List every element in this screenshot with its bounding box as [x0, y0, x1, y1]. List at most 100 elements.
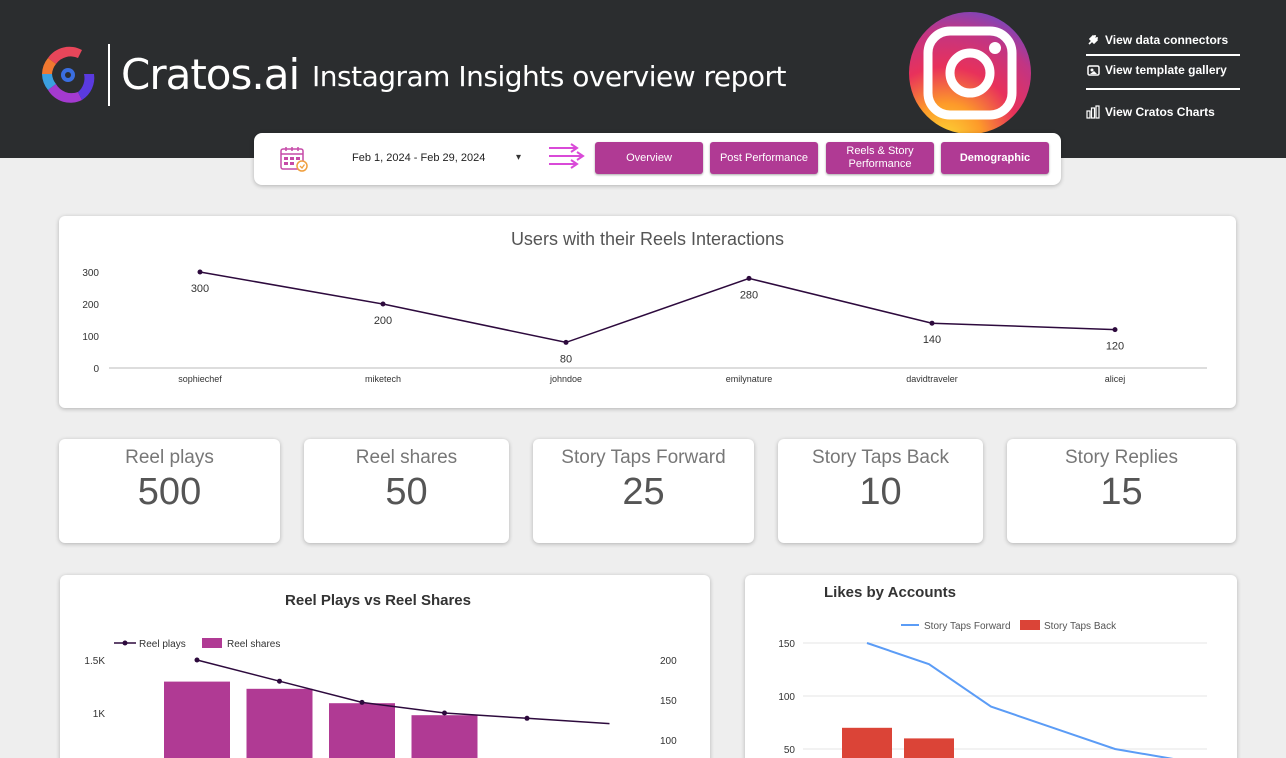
x-tick-label: miketech [365, 374, 401, 384]
kpi-value: 25 [622, 471, 665, 513]
kpi-value: 15 [1100, 471, 1143, 513]
reels-interactions-chart: 0 100 200 300 300 sophiechef 200 miketech 80 john… [82, 268, 1207, 384]
nav-demographic-label: Demographic [959, 151, 1031, 164]
nav-reels-story-performance-button[interactable]: Reels & Story Performance [826, 142, 934, 174]
data-point [359, 699, 365, 705]
data-label: 300 [191, 283, 209, 295]
plug-icon [1086, 33, 1100, 47]
logo-text: Cratos.ai [121, 50, 300, 99]
bar-reel-shares [246, 688, 313, 758]
header: Cratos.ai Instagram Insights overview re… [0, 0, 1286, 158]
bar-chart-icon [1086, 105, 1100, 119]
calendar-icon[interactable] [280, 146, 308, 172]
legend-bar-swatch [202, 638, 222, 648]
series-line-reel-plays [196, 659, 610, 725]
nav-reels-story-line2: Performance [848, 158, 912, 170]
bar-reel-shares [329, 703, 395, 758]
likes-by-accounts-title: Likes by Accounts [824, 584, 956, 601]
legend-label: Reel shares [227, 639, 280, 650]
kpi-value: 500 [137, 471, 202, 513]
data-point [563, 339, 569, 345]
data-label: 120 [1106, 341, 1124, 353]
data-point [442, 710, 447, 716]
kpi-value: 50 [385, 471, 428, 513]
data-point [277, 678, 282, 684]
y-tick-label: 200 [82, 300, 99, 311]
y-tick-label-right: 100 [660, 736, 677, 747]
y-tick-label: 100 [82, 332, 99, 343]
data-point [197, 269, 203, 275]
data-point [194, 657, 200, 663]
reels-interactions-card: Users with their Reels Interactions 0 100… [59, 216, 1236, 408]
header-links: View data connectors View template galle… [1086, 26, 1240, 126]
view-template-gallery-label: View template gallery [1105, 63, 1227, 77]
y-tick-label-left: 1K [93, 709, 106, 720]
view-data-connectors-label: View data connectors [1105, 33, 1229, 47]
legend-label: Story Taps Back [1044, 621, 1117, 632]
caret-down-icon[interactable]: ▾ [516, 152, 522, 163]
gallery-icon [1086, 63, 1100, 77]
nav-post-performance-button[interactable]: Post Performance [710, 142, 818, 174]
kpi-label: Story Replies [1065, 447, 1178, 468]
x-tick-label: sophiechef [178, 374, 222, 384]
bar-story-taps-back [842, 727, 892, 758]
data-point [746, 275, 752, 281]
reel-plays-vs-shares-chart: Reel plays Reel shares 1.5K 1K 200 150 100 [84, 638, 677, 758]
y-tick-label: 150 [778, 639, 795, 650]
kpi-label: Reel plays [125, 447, 214, 468]
view-cratos-charts-label: View Cratos Charts [1105, 105, 1215, 119]
view-cratos-charts-link[interactable]: View Cratos Charts [1086, 98, 1240, 126]
data-point [929, 320, 935, 326]
kpi-story-taps-forward: Story Taps Forward 25 [533, 439, 754, 543]
reels-interactions-title: Users with their Reels Interactions [510, 229, 785, 249]
view-data-connectors-link[interactable]: View data connectors [1086, 26, 1240, 54]
data-point [380, 301, 386, 307]
nav-overview-button[interactable]: Overview [595, 142, 703, 174]
legend-bar-swatch [1020, 620, 1040, 630]
report-title: Instagram Insights overview report [312, 60, 787, 93]
instagram-logo-icon [909, 12, 1031, 134]
legend-label: Story Taps Forward [924, 621, 1011, 632]
series-line-reels-interactions [199, 271, 1116, 344]
kpi-label: Story Taps Back [812, 447, 949, 468]
kpi-reel-shares: Reel shares 50 [304, 439, 509, 543]
y-tick-label-left: 1.5K [84, 656, 105, 667]
data-label: 80 [560, 353, 572, 365]
y-tick-label: 300 [82, 268, 99, 279]
y-tick-label-right: 150 [660, 696, 677, 707]
series-line-story-taps-forward [866, 642, 1174, 758]
legend-point-swatch [122, 640, 128, 646]
logo-divider [108, 44, 110, 106]
view-template-gallery-link[interactable]: View template gallery [1086, 56, 1240, 84]
arrows-right-icon [549, 143, 585, 169]
header-link-divider [1086, 54, 1240, 56]
x-tick-label: emilynature [726, 374, 773, 384]
x-tick-label: johndoe [549, 374, 582, 384]
data-point [1112, 327, 1118, 333]
y-tick-label: 0 [93, 364, 99, 375]
header-link-divider [1086, 88, 1240, 90]
kpi-label: Reel shares [355, 447, 458, 468]
reel-plays-vs-shares-title: Reel Plays vs Reel Shares [285, 592, 471, 609]
control-bar: Feb 1, 2024 - Feb 29, 2024 ▾ Overview Po… [254, 133, 1061, 185]
y-tick-label-right: 200 [660, 656, 677, 667]
nav-reels-story-line1: Reels & Story [846, 145, 914, 157]
nav-overview-label: Overview [626, 151, 672, 164]
y-tick-label: 50 [784, 745, 796, 756]
kpi-reel-plays: Reel plays 500 [59, 439, 280, 543]
legend-label: Reel plays [139, 639, 186, 650]
cratos-logo-icon [42, 46, 95, 103]
data-label: 140 [923, 334, 941, 346]
date-range-selector[interactable]: Feb 1, 2024 - Feb 29, 2024 [352, 152, 486, 164]
data-point [524, 715, 530, 721]
likes-by-accounts-chart: Story Taps Forward Story Taps Back 150 100 5… [778, 620, 1207, 758]
bar-reel-shares [164, 681, 230, 758]
kpi-value: 10 [859, 471, 902, 513]
kpi-label: Story Taps Forward [561, 447, 726, 468]
nav-demographic-button[interactable]: Demographic [941, 142, 1049, 174]
data-label: 280 [740, 289, 758, 301]
data-label: 200 [374, 315, 392, 327]
bar-story-taps-back [904, 738, 954, 758]
y-tick-label: 100 [778, 692, 795, 703]
reel-plays-vs-shares-card: Reel Plays vs Reel Shares Reel plays Reel… [60, 575, 710, 758]
